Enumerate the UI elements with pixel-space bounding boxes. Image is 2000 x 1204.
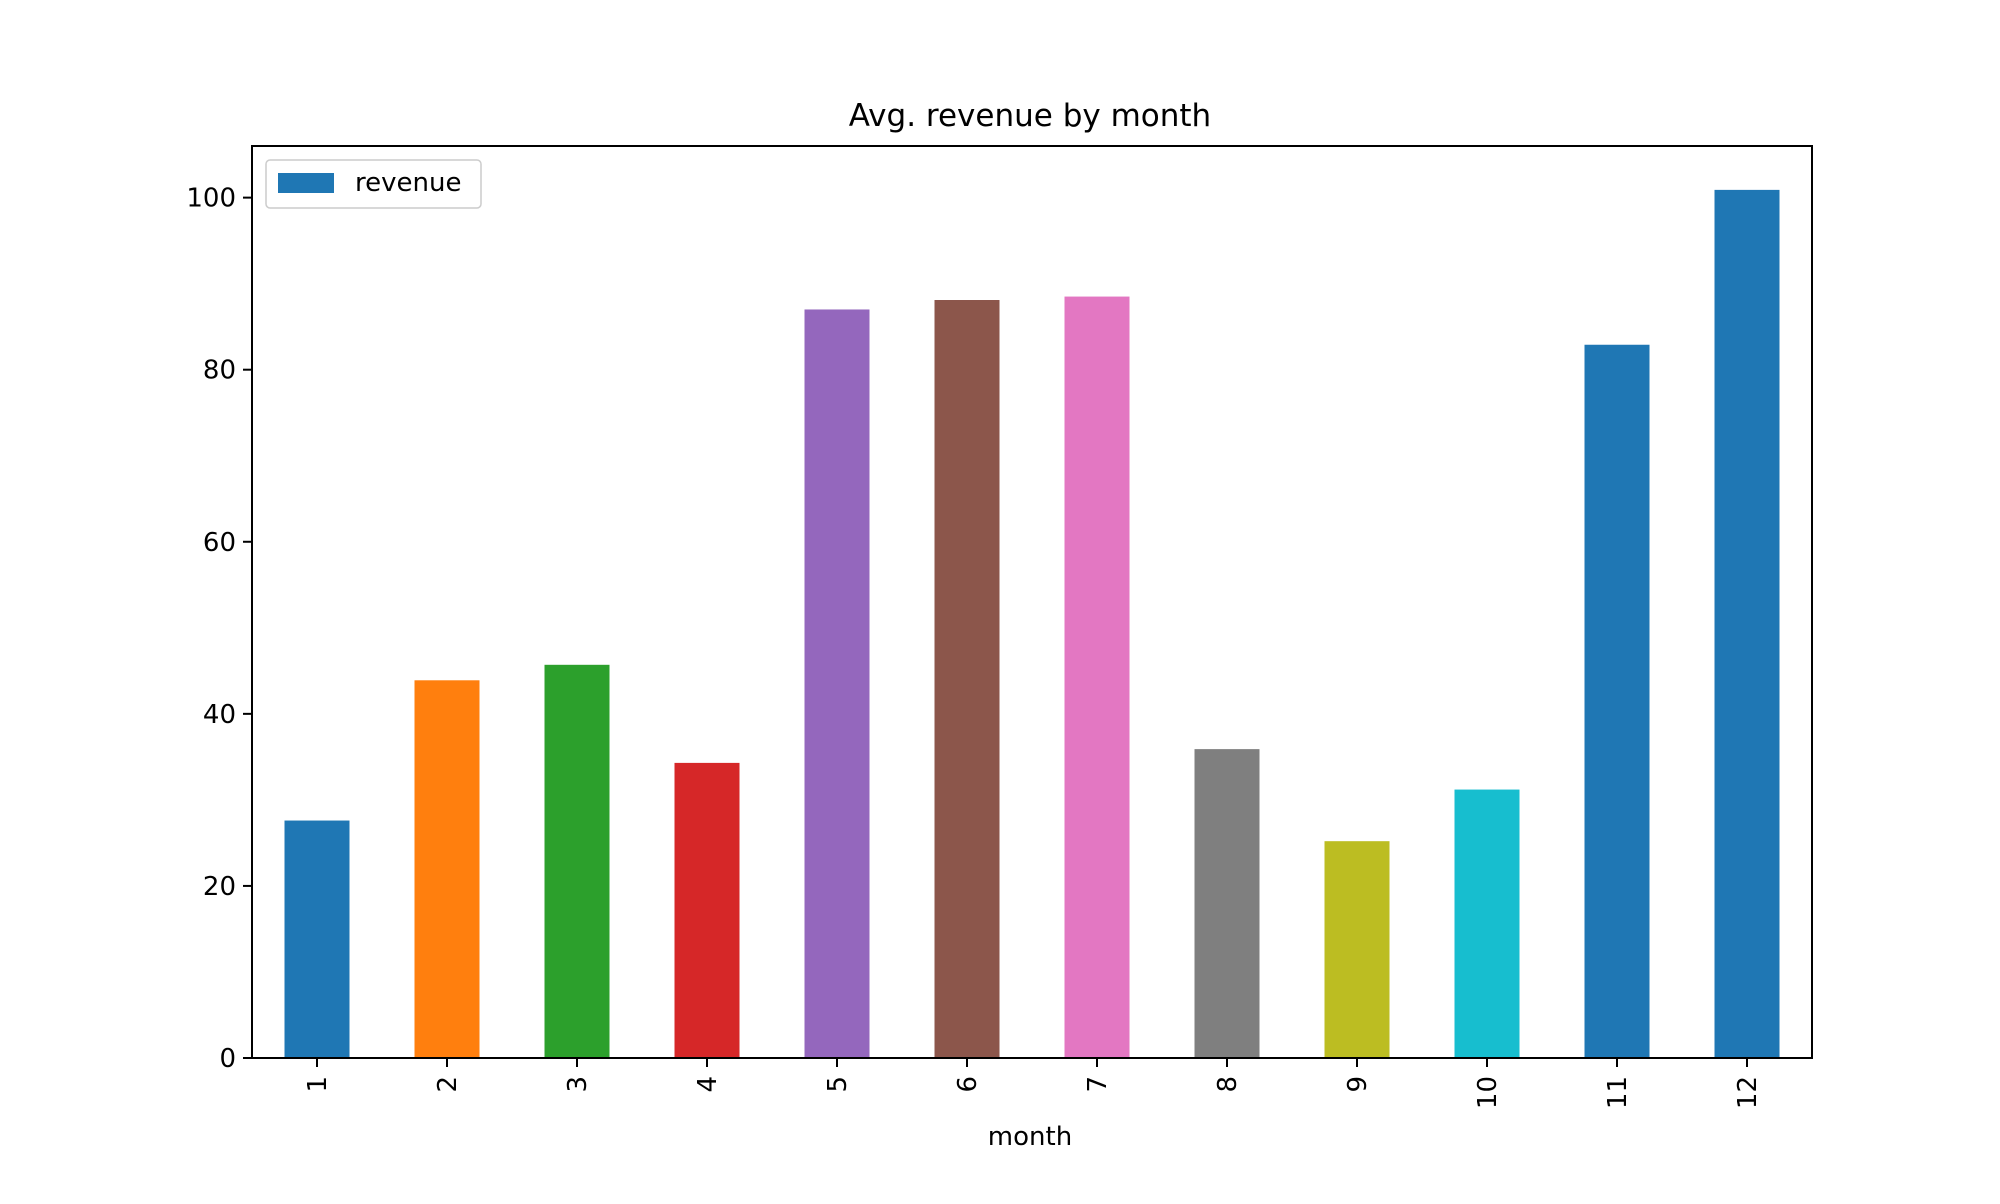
x-tick-label: 7 bbox=[1083, 1076, 1113, 1093]
y-tick-label: 100 bbox=[186, 184, 236, 214]
legend: revenue bbox=[265, 159, 482, 209]
y-tick-label: 80 bbox=[203, 356, 236, 386]
x-tick-label: 9 bbox=[1343, 1076, 1373, 1093]
bar-month-1 bbox=[284, 820, 350, 1058]
x-tick-label: 10 bbox=[1473, 1076, 1503, 1109]
y-tick-label: 0 bbox=[219, 1044, 236, 1074]
bar-month-12 bbox=[1714, 189, 1780, 1058]
y-tick-label: 40 bbox=[203, 700, 236, 730]
x-tick-label: 1 bbox=[303, 1076, 333, 1093]
plot-frame bbox=[251, 145, 1813, 1059]
x-tick-label: 3 bbox=[563, 1076, 593, 1093]
bar-month-6 bbox=[934, 300, 1000, 1058]
bar-month-2 bbox=[414, 680, 480, 1058]
bar-month-8 bbox=[1194, 749, 1260, 1058]
x-tick-label: 5 bbox=[823, 1076, 853, 1093]
bar-month-7 bbox=[1064, 296, 1130, 1058]
x-tick-label: 8 bbox=[1213, 1076, 1243, 1093]
chart-title: Avg. revenue by month bbox=[849, 98, 1211, 134]
bar-month-4 bbox=[674, 762, 740, 1058]
x-tick-label: 11 bbox=[1603, 1076, 1633, 1109]
legend-swatch bbox=[278, 173, 334, 193]
bar-month-5 bbox=[804, 309, 870, 1059]
bar-month-3 bbox=[544, 664, 610, 1058]
x-tick-label: 4 bbox=[693, 1076, 723, 1093]
bar-month-9 bbox=[1324, 841, 1390, 1058]
legend-frame bbox=[265, 159, 482, 209]
x-tick-label: 2 bbox=[433, 1076, 463, 1093]
bar-month-11 bbox=[1584, 344, 1650, 1058]
x-tick-label: 6 bbox=[953, 1076, 983, 1093]
x-tick-label: 12 bbox=[1733, 1076, 1763, 1109]
x-axis-label: month bbox=[988, 1122, 1072, 1152]
bar-month-10 bbox=[1454, 789, 1520, 1058]
y-tick-label: 60 bbox=[203, 528, 236, 558]
bars-layer bbox=[284, 189, 1780, 1059]
y-tick-label: 20 bbox=[203, 872, 236, 902]
legend-label: revenue bbox=[355, 168, 461, 198]
